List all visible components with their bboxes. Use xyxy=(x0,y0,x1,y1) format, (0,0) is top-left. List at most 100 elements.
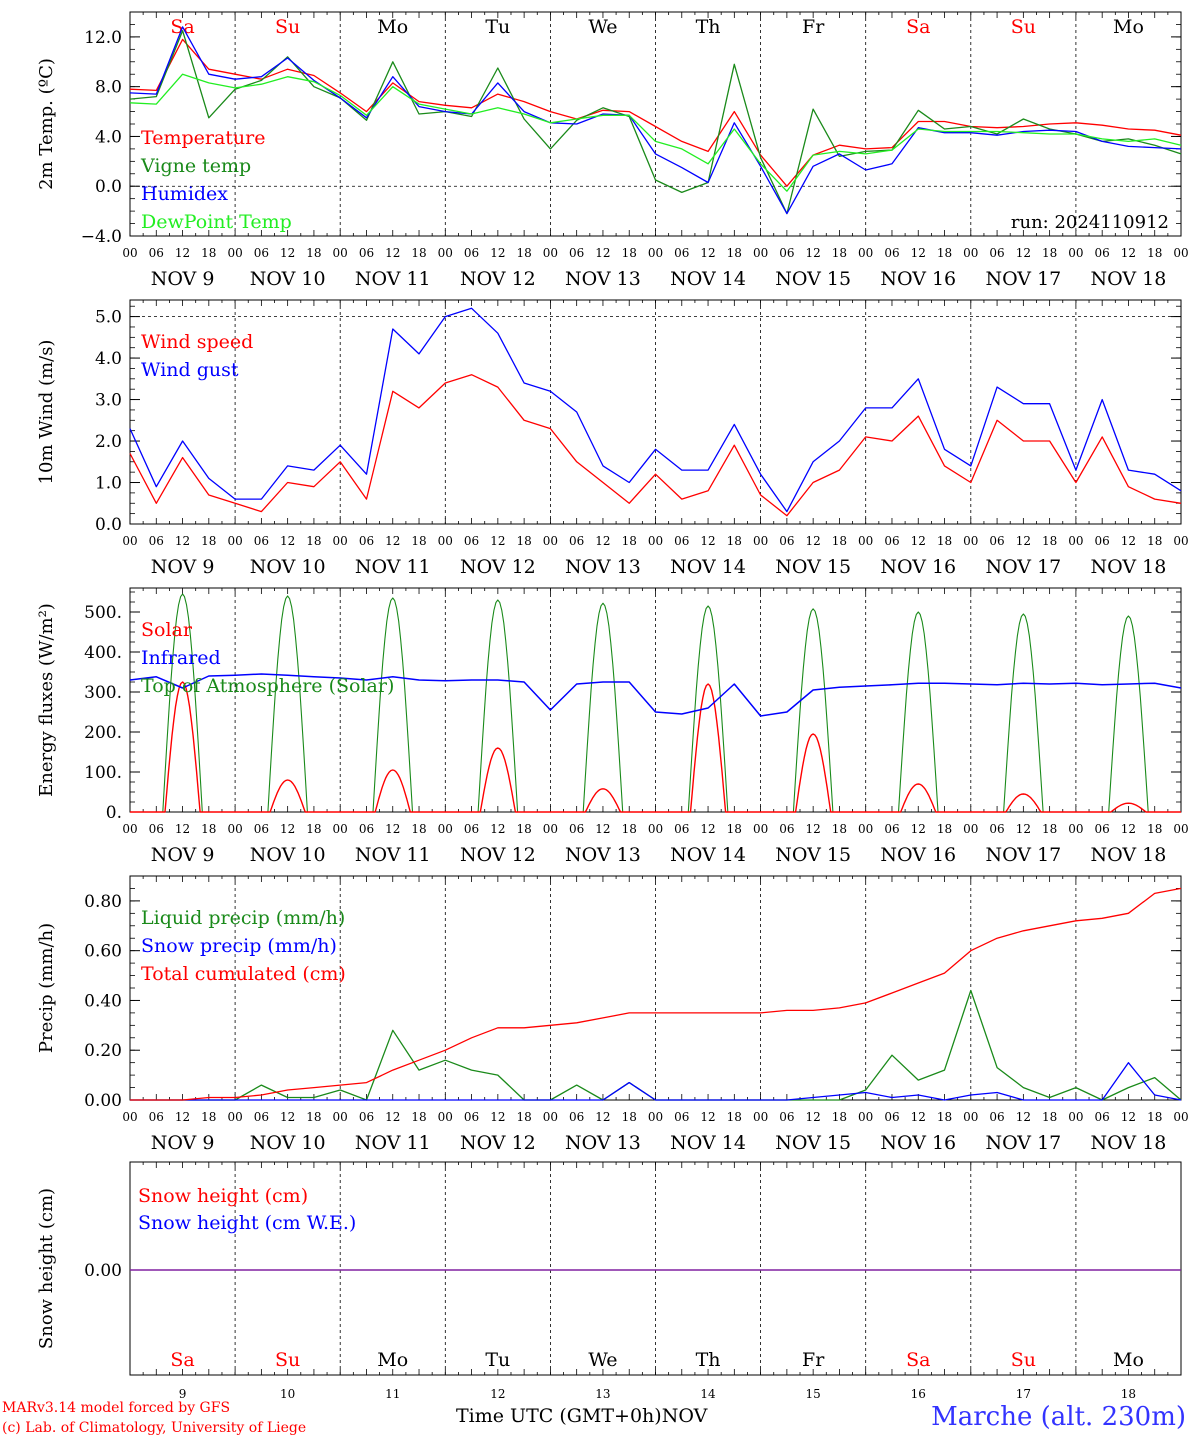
hour-tick-label: 06 xyxy=(149,246,164,260)
hour-tick-label: 12 xyxy=(595,1110,610,1124)
y-tick-label: 300. xyxy=(84,683,122,703)
hour-tick-label: 06 xyxy=(149,534,164,548)
hour-tick-label: 18 xyxy=(516,1110,531,1124)
hour-tick-label: 06 xyxy=(149,822,164,836)
hour-tick-label: 06 xyxy=(884,1110,899,1124)
date-label: NOV 9 xyxy=(151,556,215,578)
hour-tick-label: 18 xyxy=(1042,822,1057,836)
hour-tick-label: 18 xyxy=(201,1110,216,1124)
hour-tick-label: 12 xyxy=(385,1110,400,1124)
hour-tick-label: 00 xyxy=(1173,822,1188,836)
series-vigne-temp xyxy=(129,30,1182,215)
hour-tick-label: 18 xyxy=(727,822,742,836)
legend-snow-precip-mm-h-: Snow precip (mm/h) xyxy=(141,935,337,957)
hour-tick-label: 12 xyxy=(806,246,821,260)
hour-tick-label: 18 xyxy=(937,822,952,836)
run-annotation: run: 2024110912 xyxy=(1011,212,1169,233)
y-tick-label: 500. xyxy=(84,603,122,623)
hour-tick-label: 06 xyxy=(674,246,689,260)
hour-tick-label: 06 xyxy=(254,1110,269,1124)
hour-tick-label: 06 xyxy=(569,534,584,548)
day-number-label: 18 xyxy=(1121,1387,1136,1401)
legend-infrared: Infrared xyxy=(141,647,221,669)
date-label: NOV 18 xyxy=(1091,1132,1167,1154)
hour-tick-label: 00 xyxy=(648,1110,663,1124)
hour-tick-label: 06 xyxy=(674,822,689,836)
hour-tick-label: 06 xyxy=(1095,534,1110,548)
hour-tick-label: 12 xyxy=(1016,246,1031,260)
hour-tick-label: 18 xyxy=(832,822,847,836)
hour-tick-label: 06 xyxy=(884,246,899,260)
date-label: NOV 18 xyxy=(1091,268,1167,290)
hour-tick-label: 12 xyxy=(1121,1110,1136,1124)
hour-tick-label: 18 xyxy=(306,534,321,548)
hour-tick-label: 00 xyxy=(543,1110,558,1124)
hour-tick-label: 18 xyxy=(516,246,531,260)
hour-tick-label: 12 xyxy=(385,822,400,836)
hour-tick-label: 12 xyxy=(490,822,505,836)
weekday-label: Mo xyxy=(377,16,408,38)
hour-tick-label: 18 xyxy=(411,1110,426,1124)
weekday-label: Su xyxy=(275,1349,300,1371)
hour-tick-label: 00 xyxy=(333,534,348,548)
hour-tick-label: 06 xyxy=(464,534,479,548)
hour-tick-label: 00 xyxy=(227,246,242,260)
hour-tick-label: 06 xyxy=(254,246,269,260)
hour-tick-label: 00 xyxy=(753,1110,768,1124)
hour-tick-label: 06 xyxy=(779,534,794,548)
day-number-label: 16 xyxy=(911,1387,926,1401)
hour-tick-label: 00 xyxy=(122,822,137,836)
date-label: NOV 11 xyxy=(355,556,431,578)
weekday-label: Fr xyxy=(802,16,825,38)
hour-tick-label: 12 xyxy=(1016,822,1031,836)
date-label: NOV 12 xyxy=(460,844,536,866)
date-label: NOV 15 xyxy=(775,268,851,290)
legend-total-cumulated-cm-: Total cumulated (cm) xyxy=(141,963,346,985)
weekday-label: We xyxy=(588,1349,617,1371)
hour-tick-label: 06 xyxy=(779,246,794,260)
panel-1-frame xyxy=(129,11,1182,237)
date-label: NOV 18 xyxy=(1091,844,1167,866)
series-dewpoint-temp xyxy=(129,73,1182,192)
legend-top-of-atmosphere-solar-: Top of Atmosphere (Solar) xyxy=(141,675,394,697)
date-label: NOV 17 xyxy=(985,844,1061,866)
hour-tick-label: 06 xyxy=(254,822,269,836)
y-axis-label: Snow height (cm) xyxy=(36,1188,57,1349)
y-tick-label: 100. xyxy=(84,763,122,783)
hour-tick-label: 12 xyxy=(175,822,190,836)
y-tick-label: 1.0 xyxy=(95,474,122,494)
hour-tick-label: 18 xyxy=(622,822,637,836)
hour-tick-label: 00 xyxy=(438,822,453,836)
hour-tick-label: 00 xyxy=(438,1110,453,1124)
day-number-label: 12 xyxy=(490,1387,505,1401)
hour-tick-label: 06 xyxy=(884,822,899,836)
hour-tick-label: 00 xyxy=(963,534,978,548)
hour-tick-label: 00 xyxy=(333,1110,348,1124)
hour-tick-label: 18 xyxy=(201,534,216,548)
hour-tick-label: 06 xyxy=(464,1110,479,1124)
hour-tick-label: 18 xyxy=(1042,1110,1057,1124)
hour-tick-label: 18 xyxy=(622,246,637,260)
hour-tick-label: 00 xyxy=(438,246,453,260)
hour-tick-label: 00 xyxy=(1068,822,1083,836)
day-number-label: 11 xyxy=(385,1387,400,1401)
y-tick-label: 0.00 xyxy=(84,1091,122,1111)
date-label: NOV 13 xyxy=(565,1132,641,1154)
weekday-label: Sa xyxy=(906,1349,930,1371)
hour-tick-label: 00 xyxy=(963,1110,978,1124)
series-solar xyxy=(130,681,1181,813)
hour-tick-label: 06 xyxy=(989,534,1004,548)
hour-tick-label: 00 xyxy=(858,246,873,260)
hour-tick-label: 06 xyxy=(989,822,1004,836)
hour-tick-label: 00 xyxy=(1068,1110,1083,1124)
hour-tick-label: 12 xyxy=(911,534,926,548)
hour-tick-label: 18 xyxy=(937,534,952,548)
hour-tick-label: 06 xyxy=(1095,246,1110,260)
date-label: NOV 18 xyxy=(1091,556,1167,578)
hour-tick-label: 12 xyxy=(1121,534,1136,548)
date-label: NOV 9 xyxy=(151,1132,215,1154)
hour-tick-label: 18 xyxy=(306,822,321,836)
hour-tick-label: 00 xyxy=(753,534,768,548)
weekday-label: Sa xyxy=(170,1349,194,1371)
